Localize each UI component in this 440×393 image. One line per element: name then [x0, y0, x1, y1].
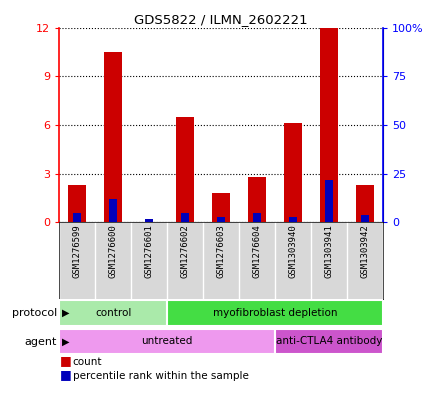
- Text: untreated: untreated: [142, 336, 193, 346]
- Bar: [356, 185, 374, 222]
- Bar: [145, 219, 153, 222]
- Bar: [289, 217, 297, 222]
- Text: count: count: [73, 358, 102, 367]
- Text: GSM1276601: GSM1276601: [145, 225, 154, 279]
- Bar: [320, 28, 338, 222]
- Bar: [212, 193, 230, 222]
- Text: myofibroblast depletion: myofibroblast depletion: [213, 308, 337, 318]
- Text: control: control: [95, 308, 132, 318]
- Text: anti-CTLA4 antibody: anti-CTLA4 antibody: [276, 336, 382, 346]
- Bar: [176, 117, 194, 222]
- Text: GSM1276603: GSM1276603: [216, 225, 226, 279]
- Text: GSM1303940: GSM1303940: [289, 225, 297, 279]
- Bar: [167, 301, 383, 326]
- Bar: [68, 185, 86, 222]
- Text: ▶: ▶: [62, 308, 69, 318]
- Bar: [59, 329, 275, 354]
- Bar: [361, 215, 369, 222]
- Bar: [253, 213, 261, 222]
- Bar: [73, 213, 81, 222]
- Bar: [59, 301, 167, 326]
- Bar: [109, 199, 117, 222]
- Text: GSM1276599: GSM1276599: [73, 225, 82, 279]
- Text: percentile rank within the sample: percentile rank within the sample: [73, 371, 249, 381]
- Text: GSM1303942: GSM1303942: [360, 225, 369, 279]
- Bar: [248, 177, 266, 222]
- Bar: [275, 329, 383, 354]
- Bar: [325, 180, 333, 222]
- Bar: [284, 123, 302, 222]
- Text: GSM1303941: GSM1303941: [324, 225, 334, 279]
- Text: protocol: protocol: [12, 308, 57, 318]
- Text: ■: ■: [59, 354, 71, 367]
- Bar: [217, 217, 225, 222]
- Text: GSM1276602: GSM1276602: [181, 225, 190, 279]
- Text: GSM1276604: GSM1276604: [253, 225, 261, 279]
- Text: GSM1276600: GSM1276600: [109, 225, 118, 279]
- Text: agent: agent: [25, 336, 57, 347]
- Text: ▶: ▶: [62, 336, 69, 347]
- Text: ■: ■: [59, 368, 71, 381]
- Bar: [104, 52, 122, 222]
- Bar: [181, 213, 189, 222]
- Title: GDS5822 / ILMN_2602221: GDS5822 / ILMN_2602221: [134, 13, 308, 26]
